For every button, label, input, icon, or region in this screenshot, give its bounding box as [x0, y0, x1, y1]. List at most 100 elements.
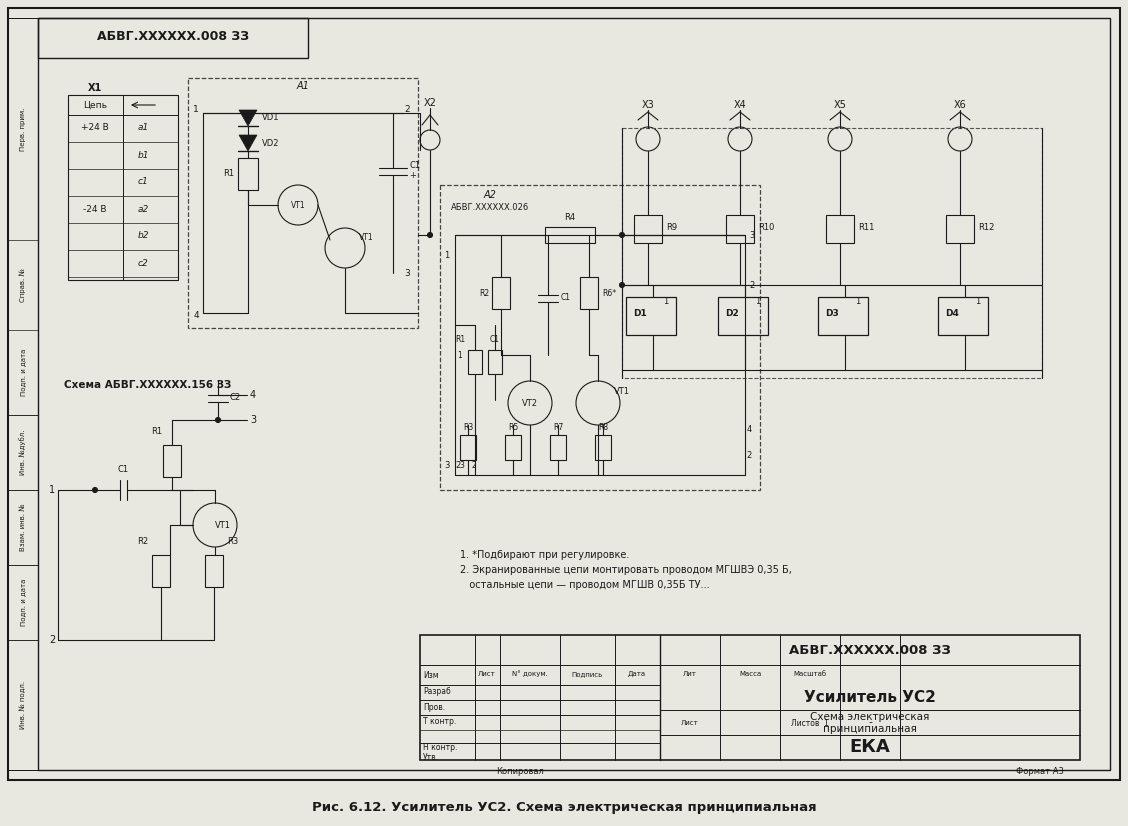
Bar [38, 18, 308, 58]
Text: АБВГ.XXXXXX.026: АБВГ.XXXXXX.026 [451, 202, 529, 211]
Text: 1: 1 [193, 106, 199, 115]
Text: R8: R8 [598, 424, 608, 433]
Text: R12: R12 [978, 224, 995, 232]
Text: 1: 1 [49, 485, 55, 495]
Text: VT1: VT1 [215, 520, 231, 529]
Text: 2. Экранированные цепи монтировать проводом МГШВЭ 0,35 Б,: 2. Экранированные цепи монтировать прово… [460, 565, 792, 575]
Text: X6: X6 [953, 100, 967, 110]
Text: 1: 1 [756, 297, 760, 306]
Text: R3: R3 [462, 424, 473, 433]
Text: X2: X2 [423, 98, 437, 108]
Text: Разраб: Разраб [423, 687, 451, 696]
Text: +: + [409, 172, 416, 181]
Bar [205, 555, 223, 587]
Text: R2: R2 [479, 288, 490, 297]
Text: Утв.: Утв. [423, 752, 439, 762]
Text: Формат А3: Формат А3 [1016, 767, 1064, 776]
Text: X4: X4 [733, 100, 747, 110]
Bar [634, 215, 662, 243]
Text: C1: C1 [117, 466, 129, 474]
Circle shape [92, 487, 97, 492]
Bar [626, 297, 676, 335]
Text: Подп. и дата: Подп. и дата [20, 579, 26, 626]
Text: 2: 2 [472, 461, 476, 469]
Text: a1: a1 [138, 124, 149, 132]
Bar [238, 158, 258, 190]
Text: R4: R4 [564, 212, 575, 221]
Text: Подп. и дата: Подп. и дата [20, 349, 26, 396]
Text: Н контр.: Н контр. [423, 743, 457, 752]
Bar [545, 227, 594, 243]
Text: X1: X1 [88, 83, 103, 93]
Text: Схема электрическая: Схема электрическая [810, 712, 929, 722]
Polygon shape [239, 135, 257, 151]
Bar [152, 555, 170, 587]
Text: Усилитель УС2: Усилитель УС2 [804, 690, 936, 705]
Text: A2: A2 [484, 190, 496, 200]
Text: R1: R1 [455, 335, 465, 344]
Text: R9: R9 [666, 224, 677, 232]
Text: D2: D2 [725, 308, 739, 317]
Text: 4: 4 [250, 390, 256, 400]
Text: A1: A1 [297, 81, 309, 91]
Bar [580, 277, 598, 309]
Text: 2: 2 [456, 461, 460, 469]
Text: 3: 3 [250, 415, 256, 425]
Text: 4: 4 [747, 425, 752, 434]
Text: b1: b1 [138, 150, 149, 159]
Text: VD1: VD1 [262, 113, 280, 122]
Text: Подпись: Подпись [572, 671, 602, 677]
Text: Лит: Лит [684, 671, 697, 677]
Text: 1: 1 [457, 350, 462, 359]
Bar [492, 277, 510, 309]
Bar [460, 435, 476, 460]
Text: +24 В: +24 В [81, 124, 109, 132]
Text: VT1: VT1 [291, 201, 306, 210]
Bar [938, 297, 988, 335]
Text: C1: C1 [561, 293, 571, 302]
Bar [826, 215, 854, 243]
Text: D3: D3 [825, 308, 839, 317]
Text: D4: D4 [945, 308, 959, 317]
Text: Перв. прим.: Перв. прим. [20, 107, 26, 150]
Circle shape [619, 232, 625, 238]
Bar [946, 215, 973, 243]
Text: 2: 2 [404, 106, 409, 115]
Bar [726, 215, 754, 243]
Text: N° докум.: N° докум. [512, 671, 548, 677]
Text: R11: R11 [858, 224, 874, 232]
Bar [550, 435, 566, 460]
Text: R10: R10 [758, 224, 775, 232]
Text: АБВГ.XXXXXX.008 ЗЗ: АБВГ.XXXXXX.008 ЗЗ [790, 643, 951, 657]
Text: -24 В: -24 В [83, 205, 107, 213]
Bar [8, 18, 38, 770]
Text: Цепь: Цепь [83, 101, 107, 110]
Text: C1: C1 [409, 160, 420, 169]
Text: АБВГ.XXXXXX.008 ЗЗ: АБВГ.XXXXXX.008 ЗЗ [97, 31, 249, 44]
Text: Изм: Изм [423, 671, 439, 680]
Circle shape [215, 417, 220, 423]
Bar [164, 445, 180, 477]
Text: 1. *Подбирают при регулировке.: 1. *Подбирают при регулировке. [460, 550, 629, 560]
Text: c2: c2 [138, 259, 149, 268]
Text: C2: C2 [230, 393, 241, 402]
Text: X3: X3 [642, 100, 654, 110]
Text: VT2: VT2 [522, 398, 538, 407]
Text: Справ. №: Справ. № [19, 268, 26, 301]
Text: принципиальная: принципиальная [823, 724, 917, 734]
Text: 1: 1 [976, 297, 980, 306]
Text: Лист: Лист [478, 671, 496, 677]
Text: Копировал: Копировал [496, 767, 544, 776]
Text: R1: R1 [151, 428, 162, 436]
Text: C1: C1 [490, 335, 500, 344]
Text: 3: 3 [404, 268, 409, 278]
Text: R1: R1 [223, 169, 233, 178]
Text: 4: 4 [193, 311, 199, 320]
Text: Масштаб: Масштаб [793, 671, 827, 677]
Text: b2: b2 [138, 231, 149, 240]
Text: a2: a2 [138, 205, 149, 213]
Text: 1: 1 [444, 250, 450, 259]
Text: 3: 3 [750, 230, 755, 240]
Text: X5: X5 [834, 100, 846, 110]
Text: Инв. № подл.: Инв. № подл. [20, 681, 26, 729]
